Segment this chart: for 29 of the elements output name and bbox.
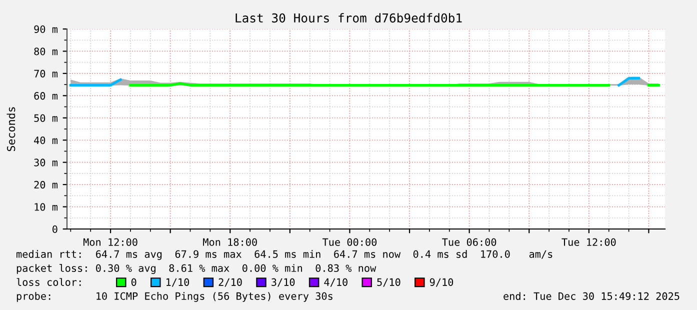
legend-label: 3/10 bbox=[272, 278, 295, 287]
y-tick-label: 50 m bbox=[34, 114, 58, 122]
y-tick-label: 20 m bbox=[34, 180, 58, 189]
text: end: Tue Dec 30 15:49:12 2025 bbox=[504, 292, 680, 300]
legend-label: 0 bbox=[131, 278, 136, 286]
chart-title: Last 30 Hours from d76b9edfd0b1 bbox=[236, 13, 462, 23]
x-tick-label: Tue 12:00 bbox=[562, 238, 616, 246]
x-tick-label: Mon 12:00 bbox=[83, 238, 138, 246]
legend-title: loss color: bbox=[16, 278, 81, 286]
legend-label: 5/10 bbox=[377, 278, 400, 287]
text: probe: 10 ICMP Echo Pings (56 Bytes) every 30s bbox=[16, 292, 332, 302]
text: median rtt: 64.7 ms avg 67.9 ms max 64.5 ms min 64.7 ms now 0.4 ms sd 170.0 am/s bbox=[16, 250, 552, 260]
y-tick-label: 90 m bbox=[34, 25, 58, 34]
y-tick-label: 80 m bbox=[34, 48, 58, 56]
y-tick-label: 60 m bbox=[34, 92, 58, 100]
y-tick-label: 0 bbox=[52, 225, 58, 234]
y-tick-label: 30 m bbox=[34, 158, 58, 166]
legend-label: 4/10 bbox=[324, 278, 348, 287]
legend-label: 9/10 bbox=[430, 278, 454, 287]
legend-label: 1/10 bbox=[166, 278, 190, 287]
y-tick-label: 70 m bbox=[34, 70, 58, 78]
x-tick-label: Mon 18:00 bbox=[203, 238, 257, 246]
y-tick-label: 40 m bbox=[34, 136, 58, 144]
y-axis-title: Seconds bbox=[6, 107, 16, 152]
legend-label: 2/10 bbox=[218, 278, 242, 287]
x-tick-label: Tue 00:00 bbox=[322, 238, 377, 246]
text: packet loss: 0.30 % avg 8.61 % max 0.00 % min 0.83 % now bbox=[16, 264, 376, 274]
x-tick-label: Tue 06:00 bbox=[442, 238, 496, 246]
y-tick-label: 10 m bbox=[34, 203, 58, 211]
